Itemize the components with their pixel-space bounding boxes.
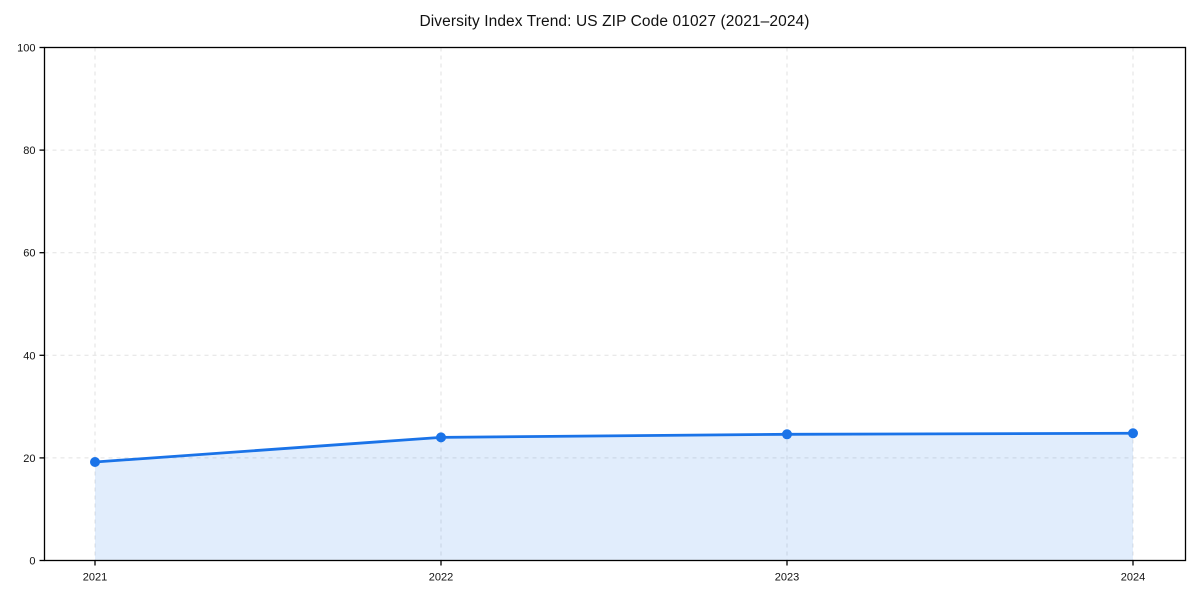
y-axis-tick-label: 20 xyxy=(23,453,35,465)
data-point-marker[interactable] xyxy=(90,457,100,468)
data-point-marker[interactable] xyxy=(782,429,792,440)
x-axis-tick-label: 2024 xyxy=(1121,572,1145,584)
chart-title: Diversity Index Trend: US ZIP Code 01027… xyxy=(419,13,810,30)
area-fill xyxy=(95,433,1133,561)
x-axis-tick-label: 2022 xyxy=(429,572,453,584)
plot-border xyxy=(43,46,1187,562)
trend-line xyxy=(93,431,1135,464)
data-point-marker[interactable] xyxy=(1128,428,1138,439)
y-axis-tick-label: 40 xyxy=(23,350,35,362)
x-axis-tick-label: 2021 xyxy=(83,572,107,584)
y-axis-tick-label: 60 xyxy=(23,248,35,260)
x-axis-tick-label: 2023 xyxy=(775,572,799,584)
y-axis-tick-label: 0 xyxy=(29,556,35,568)
y-axis-tick-label: 100 xyxy=(17,43,35,55)
data-point-marker[interactable] xyxy=(436,432,446,443)
y-axis-tick-label: 80 xyxy=(23,145,35,157)
